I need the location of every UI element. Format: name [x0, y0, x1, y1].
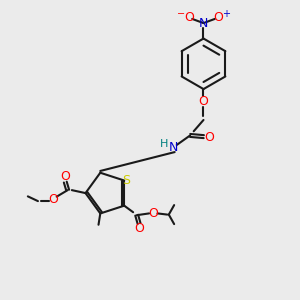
- Text: O: O: [204, 131, 214, 144]
- Text: O: O: [148, 207, 158, 220]
- Text: O: O: [48, 193, 58, 206]
- Text: O: O: [134, 222, 144, 236]
- Text: O: O: [213, 11, 223, 24]
- Text: S: S: [123, 174, 130, 187]
- Text: N: N: [169, 141, 178, 154]
- Text: H: H: [160, 140, 168, 149]
- Text: −: −: [177, 9, 185, 19]
- Text: O: O: [60, 170, 70, 183]
- Text: +: +: [222, 9, 230, 19]
- Text: N: N: [199, 16, 208, 30]
- Text: O: O: [184, 11, 194, 24]
- Text: O: O: [199, 95, 208, 108]
